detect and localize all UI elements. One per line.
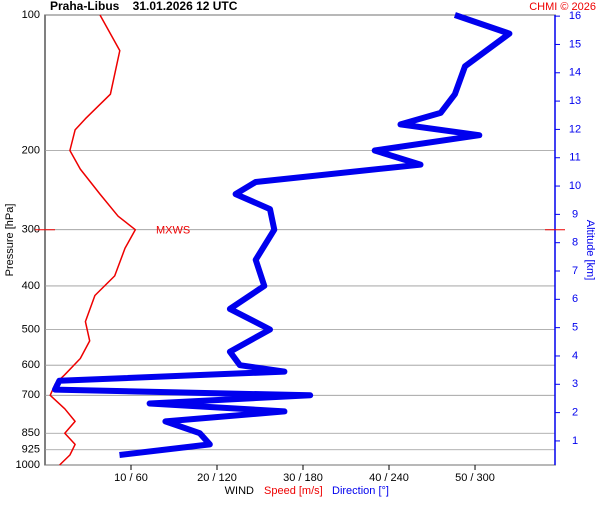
y-tick-label: 1000 (16, 459, 40, 471)
profile-line (49, 14, 137, 466)
y-tick-label: 200 (22, 144, 40, 156)
x-tick-label: 30 / 180 (283, 472, 323, 484)
y2-tick-label: 14 (569, 67, 581, 79)
x-tick-label: 10 / 60 (114, 472, 148, 484)
y-tick-label: 100 (22, 9, 40, 21)
y2-axis-label: Altitude [km] (584, 220, 596, 281)
y2-tick-label: 12 (569, 123, 581, 135)
x-axis-label: WIND (225, 485, 254, 497)
y2-tick-label: 8 (572, 237, 578, 249)
y2-tick-label: 7 (572, 265, 578, 277)
annotation: MXWS (156, 225, 190, 237)
x-tick-label: 50 / 300 (455, 472, 495, 484)
y2-tick-label: 6 (572, 293, 578, 305)
y-tick-label: 850 (22, 427, 40, 439)
x-tick-label: 20 / 120 (197, 472, 237, 484)
y-tick-label: 925 (22, 444, 40, 456)
y2-tick-label: 13 (569, 95, 581, 107)
y-tick-label: 700 (22, 389, 40, 401)
x-tick-label: 40 / 240 (369, 472, 409, 484)
credit: CHMI © 2026 (529, 1, 596, 13)
y-tick-label: 300 (22, 224, 40, 236)
y2-tick-label: 3 (572, 378, 578, 390)
legend-label: Direction [°] (332, 485, 389, 497)
y-axis-label: Pressure [hPa] (4, 204, 16, 277)
y2-tick-label: 1 (572, 435, 578, 447)
y2-tick-label: 10 (569, 180, 581, 192)
y2-tick-label: 9 (572, 208, 578, 220)
legend-label: Speed [m/s] (264, 485, 323, 497)
y2-tick-label: 16 (569, 10, 581, 22)
y2-tick-label: 2 (572, 407, 578, 419)
y-tick-label: 400 (22, 280, 40, 292)
y-tick-label: 600 (22, 359, 40, 371)
y2-tick-label: 11 (569, 152, 580, 164)
profile-line (52, 12, 513, 458)
y-tick-label: 500 (22, 323, 40, 335)
y2-tick-label: 5 (572, 322, 578, 334)
y2-tick-label: 4 (572, 350, 578, 362)
y2-tick-label: 15 (569, 38, 581, 50)
chart-title: Praha-Libus 31.01.2026 12 UTC (50, 0, 238, 13)
